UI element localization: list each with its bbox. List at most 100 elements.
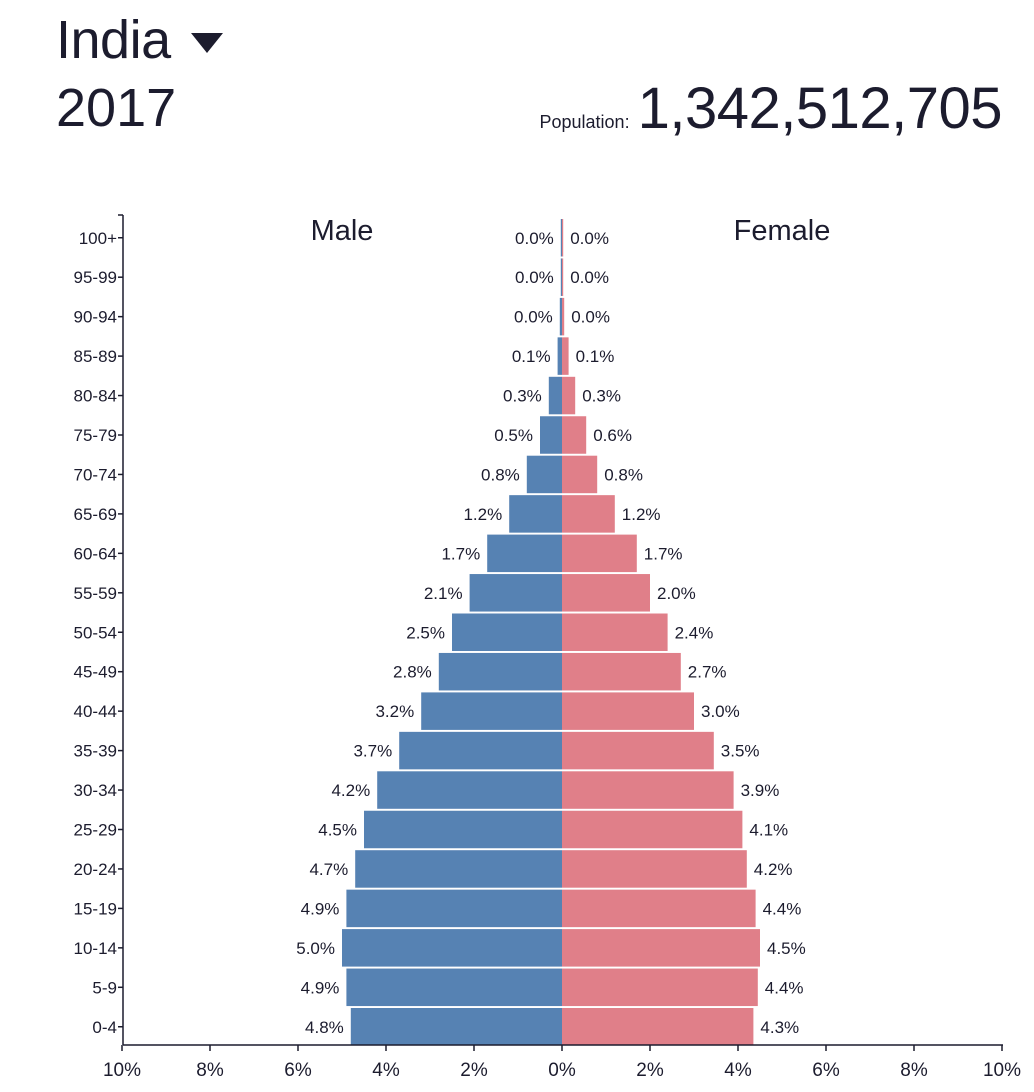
x-tick-label: 6% xyxy=(284,1060,312,1081)
male-bar[interactable] xyxy=(421,692,562,730)
x-tick-label: 10% xyxy=(983,1060,1021,1081)
male-bar[interactable] xyxy=(559,297,562,336)
male-bar[interactable] xyxy=(560,258,562,296)
male-bar[interactable] xyxy=(364,810,562,849)
female-bar[interactable] xyxy=(562,771,734,809)
chart-header: India 2017 Population: 1,342,512,705 xyxy=(0,0,1034,200)
population-label: Population: xyxy=(539,112,630,132)
x-tick-label: 4% xyxy=(724,1060,752,1081)
female-value-label: 2.7% xyxy=(688,663,727,682)
male-bar[interactable] xyxy=(509,495,562,533)
age-group-label: 60-64 xyxy=(74,544,117,563)
female-bar[interactable] xyxy=(562,968,758,1007)
male-bar[interactable] xyxy=(452,613,562,652)
female-value-label: 4.3% xyxy=(760,1018,799,1037)
male-bar[interactable] xyxy=(548,376,562,415)
age-group-label: 10-14 xyxy=(74,939,117,958)
female-value-label: 0.1% xyxy=(576,347,615,366)
female-value-label: 1.2% xyxy=(622,505,661,524)
male-bar[interactable] xyxy=(355,850,562,888)
age-group-label: 85-89 xyxy=(74,347,117,366)
age-group-label: 25-29 xyxy=(74,821,117,840)
population-value: 1,342,512,705 xyxy=(637,76,1003,141)
female-value-label: 2.0% xyxy=(657,584,696,603)
male-bar[interactable] xyxy=(377,771,562,809)
female-value-label: 2.4% xyxy=(675,623,714,642)
age-group-label: 5-9 xyxy=(92,978,117,997)
male-value-label: 1.7% xyxy=(441,544,480,563)
female-bar[interactable] xyxy=(562,692,694,730)
age-group-label: 40-44 xyxy=(74,702,117,721)
male-bar[interactable] xyxy=(342,929,562,967)
female-bar[interactable] xyxy=(562,376,576,415)
x-tick-label: 4% xyxy=(372,1060,400,1081)
age-group-label: 70-74 xyxy=(74,465,117,484)
male-bar[interactable] xyxy=(350,1008,562,1046)
female-bar[interactable] xyxy=(562,455,598,494)
female-value-label: 4.1% xyxy=(749,821,788,840)
male-bar[interactable] xyxy=(487,534,562,573)
female-value-label: 0.0% xyxy=(570,229,609,248)
country-select[interactable]: India xyxy=(56,8,223,72)
age-group-label: 80-84 xyxy=(74,387,117,406)
male-bar[interactable] xyxy=(399,731,562,770)
female-bar[interactable] xyxy=(562,929,760,967)
age-group-label: 55-59 xyxy=(74,584,117,603)
female-bar[interactable] xyxy=(562,219,564,257)
male-bar[interactable] xyxy=(469,574,562,612)
male-bar[interactable] xyxy=(346,968,562,1007)
male-value-label: 0.1% xyxy=(512,347,551,366)
male-value-label: 0.3% xyxy=(503,387,542,406)
female-bar[interactable] xyxy=(562,258,564,296)
male-value-label: 3.2% xyxy=(375,702,414,721)
female-bar[interactable] xyxy=(562,297,565,336)
male-value-label: 1.2% xyxy=(463,505,502,524)
male-value-label: 4.9% xyxy=(301,978,340,997)
female-value-label: 0.3% xyxy=(582,387,621,406)
x-tick-label: 2% xyxy=(460,1060,488,1081)
population-display: Population: 1,342,512,705 xyxy=(540,74,1003,144)
age-group-label: 65-69 xyxy=(74,505,117,524)
age-group-label: 100+ xyxy=(79,229,117,248)
series-label-female: Female xyxy=(734,215,831,247)
female-value-label: 4.2% xyxy=(754,860,793,879)
male-value-label: 0.5% xyxy=(494,426,533,445)
female-bar[interactable] xyxy=(562,337,569,375)
x-tick-label: 8% xyxy=(196,1060,224,1081)
male-bar[interactable] xyxy=(526,455,562,494)
female-bar[interactable] xyxy=(562,810,743,849)
year-label: 2017 xyxy=(56,78,177,138)
female-bar[interactable] xyxy=(562,731,714,770)
male-value-label: 4.2% xyxy=(331,781,370,800)
female-bar[interactable] xyxy=(562,495,615,533)
caret-down-icon[interactable] xyxy=(190,33,223,53)
female-value-label: 0.0% xyxy=(570,268,609,287)
male-value-label: 0.0% xyxy=(515,268,554,287)
male-value-label: 0.8% xyxy=(481,465,520,484)
male-value-label: 0.0% xyxy=(515,229,554,248)
male-bar[interactable] xyxy=(557,337,562,375)
female-bar[interactable] xyxy=(562,574,650,612)
male-value-label: 5.0% xyxy=(296,939,335,958)
age-group-label: 45-49 xyxy=(74,663,117,682)
female-value-label: 4.4% xyxy=(765,978,804,997)
female-bar[interactable] xyxy=(562,416,587,454)
male-bar[interactable] xyxy=(346,889,562,928)
male-bar[interactable] xyxy=(438,652,562,691)
female-bar[interactable] xyxy=(562,1008,754,1046)
male-value-label: 2.1% xyxy=(424,584,463,603)
female-bar[interactable] xyxy=(562,534,637,573)
female-bar[interactable] xyxy=(562,889,756,928)
age-group-label: 30-34 xyxy=(74,781,117,800)
female-bar[interactable] xyxy=(562,652,681,691)
female-value-label: 0.0% xyxy=(571,308,610,327)
country-name: India xyxy=(56,10,171,70)
male-bar[interactable] xyxy=(540,416,562,454)
female-bar[interactable] xyxy=(562,613,668,652)
male-bar[interactable] xyxy=(560,219,562,257)
female-value-label: 3.5% xyxy=(721,742,760,761)
male-value-label: 2.8% xyxy=(393,663,432,682)
male-value-label: 0.0% xyxy=(514,308,553,327)
female-bar[interactable] xyxy=(562,850,747,888)
age-group-label: 75-79 xyxy=(74,426,117,445)
